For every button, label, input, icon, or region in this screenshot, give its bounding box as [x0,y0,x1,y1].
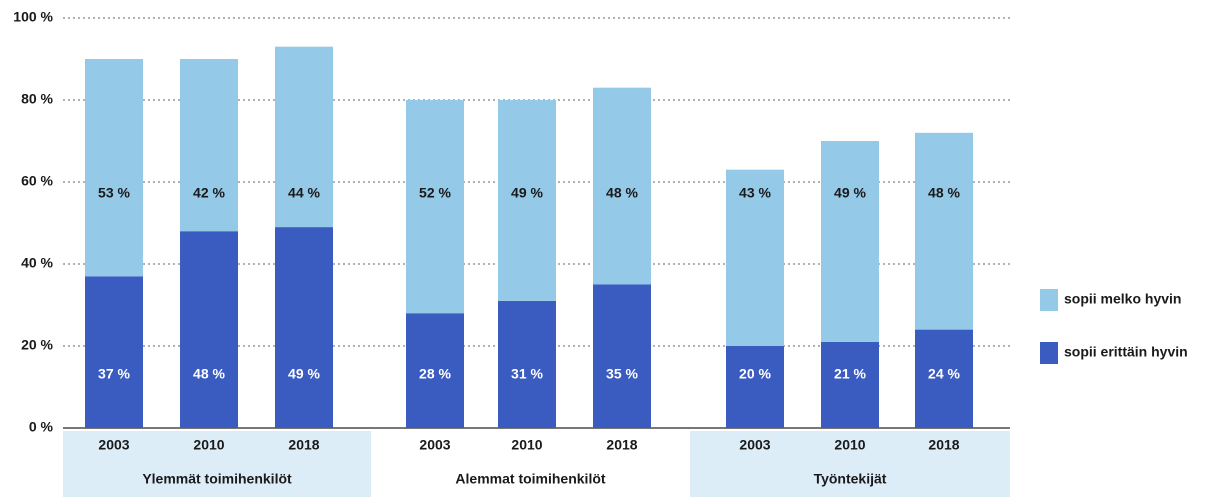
y-tick-label: 60 % [21,173,53,189]
x-tick-label: 2010 [834,437,865,453]
bar-segment [821,341,879,428]
bar-segment [821,141,879,342]
x-tick-label: 2010 [193,437,224,453]
y-tick-label: 100 % [13,9,53,25]
legend-swatch [1040,289,1058,311]
group-label: Työntekijät [814,471,887,487]
value-label: 37 % [98,366,130,382]
value-label: 49 % [511,185,543,201]
x-tick-label: 2003 [98,437,129,453]
bar-segment [593,284,651,428]
legend-swatch [1040,342,1058,364]
legend-label: sopii erittäin hyvin [1064,344,1188,360]
bar-segment [915,329,973,428]
bar-segment [85,276,143,428]
value-label: 48 % [928,185,960,201]
x-tick-label: 2018 [928,437,959,453]
y-tick-label: 0 % [29,419,54,435]
y-tick-label: 40 % [21,255,53,271]
value-label: 24 % [928,366,960,382]
value-label: 28 % [419,366,451,382]
bar-segment [275,227,333,428]
x-tick-label: 2018 [606,437,637,453]
value-label: 48 % [193,366,225,382]
value-label: 31 % [511,366,543,382]
bar-segment [406,100,464,314]
group-label: Ylemmät toimihenkilöt [142,471,292,487]
bar-segment [498,300,556,428]
bar-segment [180,231,238,428]
value-label: 49 % [834,185,866,201]
bar-segment [498,100,556,301]
bar-segment [275,46,333,228]
group-background [690,431,1010,497]
group-background [63,431,371,497]
legend-label: sopii melko hyvin [1064,291,1181,307]
value-label: 43 % [739,185,771,201]
bar-segment [593,87,651,285]
y-tick-label: 20 % [21,337,53,353]
value-label: 21 % [834,366,866,382]
bar-segment [726,169,784,346]
bar-segment [180,59,238,232]
value-label: 53 % [98,185,130,201]
bar-segment [85,59,143,277]
value-label: 20 % [739,366,771,382]
value-label: 49 % [288,366,320,382]
value-label: 48 % [606,185,638,201]
bar-segment [726,346,784,428]
y-tick-label: 80 % [21,91,53,107]
x-tick-label: 2003 [419,437,450,453]
x-tick-label: 2018 [288,437,319,453]
group-label: Alemmat toimihenkilöt [455,471,605,487]
bar-segment [406,313,464,428]
value-label: 44 % [288,185,320,201]
value-label: 52 % [419,185,451,201]
x-tick-label: 2003 [739,437,770,453]
value-label: 42 % [193,185,225,201]
bar-segment [915,132,973,330]
x-tick-label: 2010 [511,437,542,453]
value-label: 35 % [606,366,638,382]
